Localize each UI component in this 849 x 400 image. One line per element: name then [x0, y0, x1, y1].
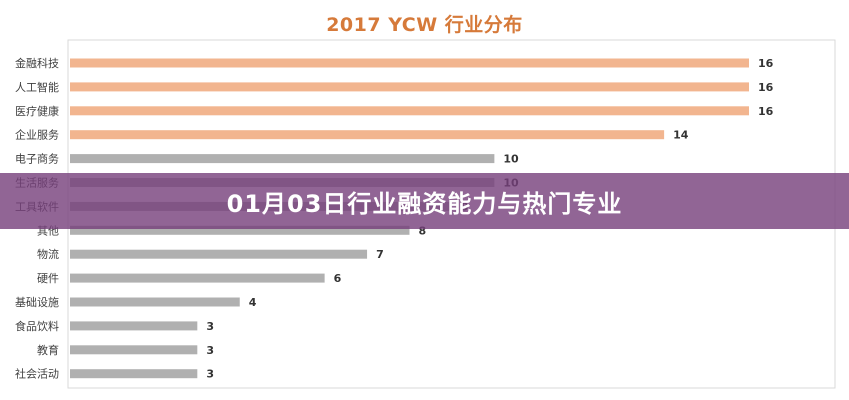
bar	[70, 154, 495, 164]
data-label: 3	[206, 320, 214, 333]
data-label: 16	[758, 81, 774, 94]
bar	[70, 369, 198, 379]
headline-banner: 01月03日行业融资能力与热门专业	[0, 173, 849, 229]
data-label: 3	[206, 368, 214, 381]
category-label: 物流	[37, 247, 59, 261]
data-label: 16	[758, 105, 774, 118]
category-label: 医疗健康	[15, 104, 59, 118]
category-label: 基础设施	[15, 296, 59, 309]
bar	[70, 345, 198, 355]
data-label: 3	[206, 344, 214, 357]
bar	[70, 82, 749, 92]
headline-text: 01月03日行业融资能力与热门专业	[226, 189, 623, 218]
bar	[70, 130, 665, 140]
bar	[70, 58, 749, 68]
bar	[70, 249, 368, 259]
chart-title: 2017 YCW 行业分布	[326, 14, 523, 36]
category-label: 电子商务	[15, 152, 59, 166]
bar	[70, 273, 325, 283]
bar	[70, 225, 410, 235]
bar	[70, 321, 198, 331]
data-label: 10	[503, 153, 519, 166]
data-label: 8	[419, 224, 427, 237]
category-label: 金融科技	[15, 56, 59, 70]
category-label: 硬件	[37, 272, 59, 285]
category-label: 企业服务	[15, 128, 59, 142]
data-label: 7	[376, 248, 384, 261]
category-label: 社会活动	[15, 367, 59, 381]
category-label: 食品饮料	[15, 319, 59, 333]
data-label: 16	[758, 57, 774, 70]
bar	[70, 297, 240, 307]
category-label: 人工智能	[15, 80, 59, 94]
data-label: 4	[249, 296, 257, 309]
bar	[70, 106, 749, 116]
category-label: 教育	[37, 343, 59, 357]
data-label: 14	[673, 129, 689, 142]
data-label: 6	[334, 272, 342, 285]
